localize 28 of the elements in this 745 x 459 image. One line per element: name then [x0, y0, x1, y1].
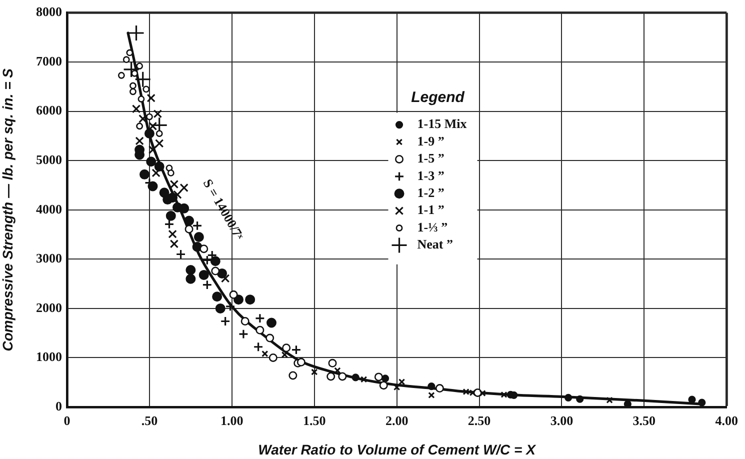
y-tick-label: 6000	[36, 102, 62, 118]
x-axis-title: Water Ratio to Volume of Cement W/C = X	[258, 441, 538, 458]
legend-label: 1-9 ”	[417, 133, 444, 148]
legend-label: 1-5 ”	[417, 150, 444, 166]
y-axis-title: Compressive Strength — lb. per sq. in. = S	[0, 68, 16, 352]
y-tick-label: 8000	[36, 4, 62, 20]
y-tick-label: 4000	[36, 201, 62, 216]
y-tick-label: 7000	[36, 53, 62, 68]
y-tick-label: 1000	[36, 349, 62, 364]
x-tick-label: 2.50	[468, 413, 491, 428]
y-tick-label: 5000	[36, 152, 62, 167]
x-tick-label: .50	[141, 413, 158, 428]
legend-label: 1-1 ”	[417, 202, 444, 218]
y-tick-label: 2000	[36, 300, 62, 315]
x-tick-label: 2.00	[385, 413, 408, 428]
y-tick-label: 0	[56, 398, 62, 414]
x-tick-label: 1.00	[220, 413, 244, 428]
legend-label: 1-3 ”	[417, 168, 444, 183]
y-tick-label: 3000	[36, 250, 62, 266]
x-tick-label: 4.00	[715, 413, 738, 428]
legend-title: Legend	[411, 88, 466, 106]
legend-label: 1-15 Mix	[417, 116, 468, 132]
x-tick-label: 3.50	[632, 413, 656, 428]
legend-label: 1-2 ”	[417, 184, 444, 200]
x-tick-label: 3.00	[550, 413, 574, 428]
x-tick-label: 1.50	[302, 413, 326, 428]
legend-label: Neat ”	[417, 236, 454, 252]
legend-label: 1-⅓ ”	[417, 219, 448, 234]
